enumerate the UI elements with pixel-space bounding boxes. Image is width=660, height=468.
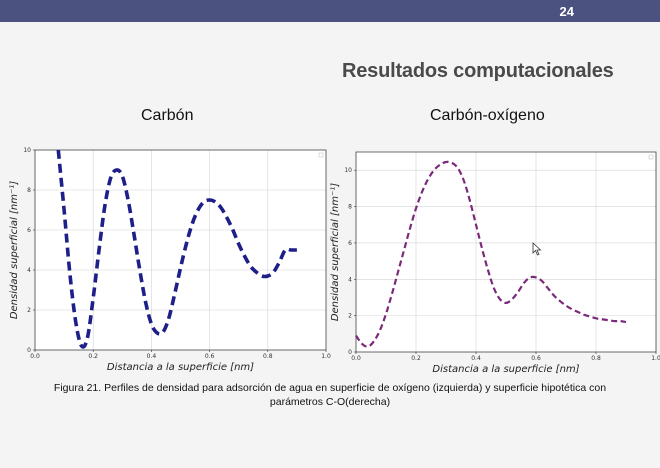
plot-frame <box>34 149 327 351</box>
page-number: 24 <box>559 4 574 19</box>
series-line <box>56 149 297 349</box>
y-tick-label: 2 <box>27 307 31 314</box>
x-tick-label: 1.0 <box>651 355 660 362</box>
plot-area <box>356 152 656 352</box>
mouse-cursor-icon <box>532 242 542 256</box>
caption-line-2: parámetros C-O(derecha) <box>269 396 391 408</box>
y-tick-label: 10 <box>344 167 352 174</box>
x-tick-label: 0.6 <box>205 353 215 360</box>
panel-label-left: Carbón <box>141 107 194 124</box>
x-tick-label: 0.2 <box>411 355 421 362</box>
plot-frame <box>355 151 657 353</box>
chart-carbon: 0 2 4 6 8 10 0.0 0.2 0.4 0.6 0.8 1.0 Distancia a la … <box>9 147 331 373</box>
x-tick-label: 0.8 <box>263 353 273 360</box>
x-tick-label: 0.4 <box>471 355 481 362</box>
y-tick-label: 10 <box>23 147 31 154</box>
y-tick-label: 8 <box>348 204 352 211</box>
y-tick-label: 0 <box>348 349 352 356</box>
caption-line-1: Figura 21. Perfiles de densidad para ads… <box>53 382 607 394</box>
legend-box <box>648 154 654 160</box>
x-tick-label: 0.0 <box>30 353 40 360</box>
legend-box <box>318 152 324 158</box>
y-tick-label: 8 <box>27 187 31 194</box>
x-axis-label: Distancia a la superficie [nm] <box>107 362 254 373</box>
y-tick-label: 4 <box>27 267 31 274</box>
x-tick-label: 0.2 <box>88 353 98 360</box>
panel-label-right: Carbón-oxígeno <box>430 107 545 124</box>
series-line <box>355 160 627 348</box>
x-tick-label: 0.8 <box>591 355 601 362</box>
y-tick-label: 0 <box>27 347 31 354</box>
y-tick-label: 6 <box>348 240 352 247</box>
slide-header-bar: 24 <box>0 0 660 22</box>
figure-caption: Figura 21. Perfiles de densidad para ads… <box>0 381 660 409</box>
plot-area <box>35 150 326 350</box>
chart-carbon-oxygen: 0 2 4 6 8 10 0.0 0.2 0.4 0.6 0.8 1.0 Distancia a la … <box>330 151 660 375</box>
y-tick-label: 4 <box>348 276 352 283</box>
y-axis-label: Densidad superficial [nm⁻¹] <box>330 183 341 321</box>
slide-title: Resultados computacionales <box>342 60 614 82</box>
y-tick-label: 2 <box>348 313 352 320</box>
x-tick-label: 0.4 <box>147 353 157 360</box>
y-tick-label: 6 <box>27 227 31 234</box>
x-axis-label: Distancia a la superficie [nm] <box>432 364 579 375</box>
x-tick-label: 0.0 <box>351 355 361 362</box>
y-axis-label: Densidad superficial [nm⁻¹] <box>9 181 20 319</box>
x-tick-label: 1.0 <box>321 353 331 360</box>
x-tick-label: 0.6 <box>531 355 541 362</box>
